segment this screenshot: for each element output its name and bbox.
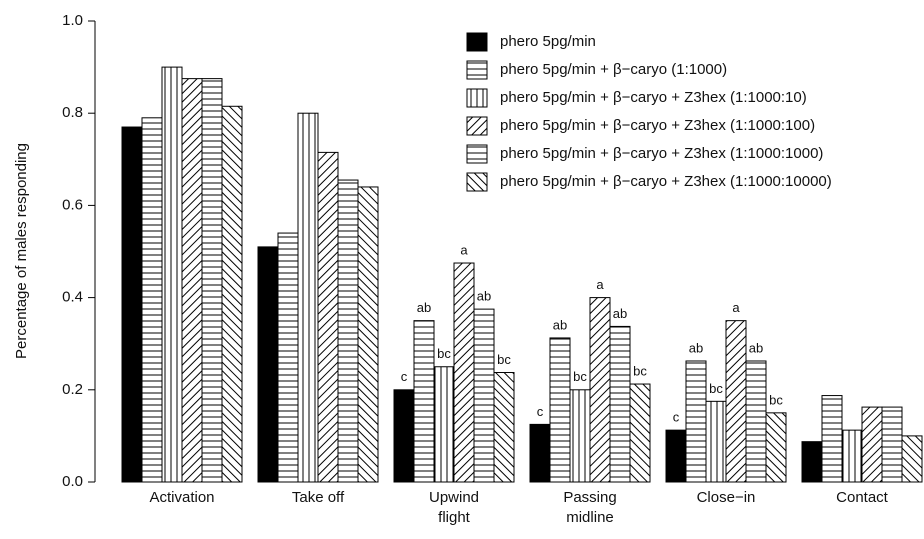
bar: [841, 429, 863, 483]
bar: [317, 151, 339, 483]
legend-label: phero 5pg/min + β−caryo + Z3hex (1:1000:…: [500, 173, 832, 190]
bar: [453, 262, 475, 483]
letter-label: ab: [417, 300, 431, 315]
bar: [337, 179, 359, 483]
legend-label: phero 5pg/min + β−caryo + Z3hex (1:1000:…: [500, 117, 815, 134]
bar: [801, 441, 823, 483]
bar: [725, 320, 747, 483]
bar: [493, 372, 515, 483]
bar: [393, 389, 415, 483]
bar: [413, 320, 435, 483]
letter-label: bc: [437, 346, 451, 361]
legend-label: phero 5pg/min: [500, 33, 596, 50]
bar: [277, 232, 299, 483]
letter-label: c: [673, 410, 680, 425]
bar: [745, 360, 767, 483]
y-tick-label: 1.0: [62, 12, 83, 29]
bar: [901, 435, 923, 483]
x-tick-label: Upwind: [429, 489, 479, 506]
bar: [121, 126, 143, 483]
bar: [257, 246, 279, 483]
letter-label: bc: [573, 369, 587, 384]
x-tick-label: Take off: [292, 489, 345, 506]
bar: [589, 297, 611, 483]
bar: [881, 406, 903, 483]
x-tick-label: Passing: [563, 489, 616, 506]
letter-label: ab: [689, 340, 703, 355]
legend-swatch: [466, 144, 488, 164]
x-tick-label: flight: [438, 509, 471, 526]
y-tick-label: 0.8: [62, 104, 83, 121]
letter-label: bc: [497, 352, 511, 367]
y-tick-label: 0.0: [62, 473, 83, 490]
legend-swatch: [466, 32, 488, 52]
legend-swatch: [466, 60, 488, 80]
letter-label: ab: [749, 340, 763, 355]
y-tick-label: 0.2: [62, 381, 83, 398]
legend-label: phero 5pg/min + β−caryo (1:1000): [500, 61, 727, 78]
letter-label: ab: [553, 317, 567, 332]
y-axis-label: Percentage of males responding: [13, 143, 30, 359]
bar: [569, 389, 591, 483]
letter-label: c: [537, 404, 544, 419]
bar: [705, 400, 727, 483]
letter-label: c: [401, 369, 408, 384]
letter-label: a: [596, 277, 604, 292]
letter-label: a: [732, 300, 740, 315]
letter-label: ab: [613, 306, 627, 321]
letter-label: ab: [477, 289, 491, 304]
letter-label: bc: [709, 381, 723, 396]
bar: [201, 78, 223, 483]
y-tick-label: 0.4: [62, 289, 83, 306]
legend-swatch: [466, 88, 488, 108]
bar: [433, 366, 455, 483]
legend-swatch: [466, 172, 488, 192]
letter-label: bc: [769, 392, 783, 407]
bar: [629, 383, 651, 483]
x-tick-label: Contact: [836, 489, 889, 506]
bar: [297, 112, 319, 483]
letter-label: a: [460, 242, 468, 257]
bar: [141, 117, 163, 483]
letter-label: bc: [633, 363, 647, 378]
bar: [665, 429, 687, 483]
bar: [821, 395, 843, 483]
bar: [765, 412, 787, 483]
x-tick-label: Activation: [149, 489, 214, 506]
bar: [529, 423, 551, 483]
bar: [473, 308, 495, 483]
x-tick-label: midline: [566, 509, 614, 526]
y-tick-label: 0.6: [62, 196, 83, 213]
bar: [161, 66, 183, 483]
bar: [181, 78, 203, 483]
legend-label: phero 5pg/min + β−caryo + Z3hex (1:1000:…: [500, 89, 807, 106]
bar: [685, 360, 707, 483]
bar: [861, 406, 883, 483]
x-tick-label: Close−in: [697, 489, 756, 506]
bar: [549, 337, 571, 483]
legend-swatch: [466, 116, 488, 136]
legend-label: phero 5pg/min + β−caryo + Z3hex (1:1000:…: [500, 145, 823, 162]
bar: [609, 325, 631, 483]
bar: [221, 105, 243, 483]
bar: [357, 186, 379, 483]
